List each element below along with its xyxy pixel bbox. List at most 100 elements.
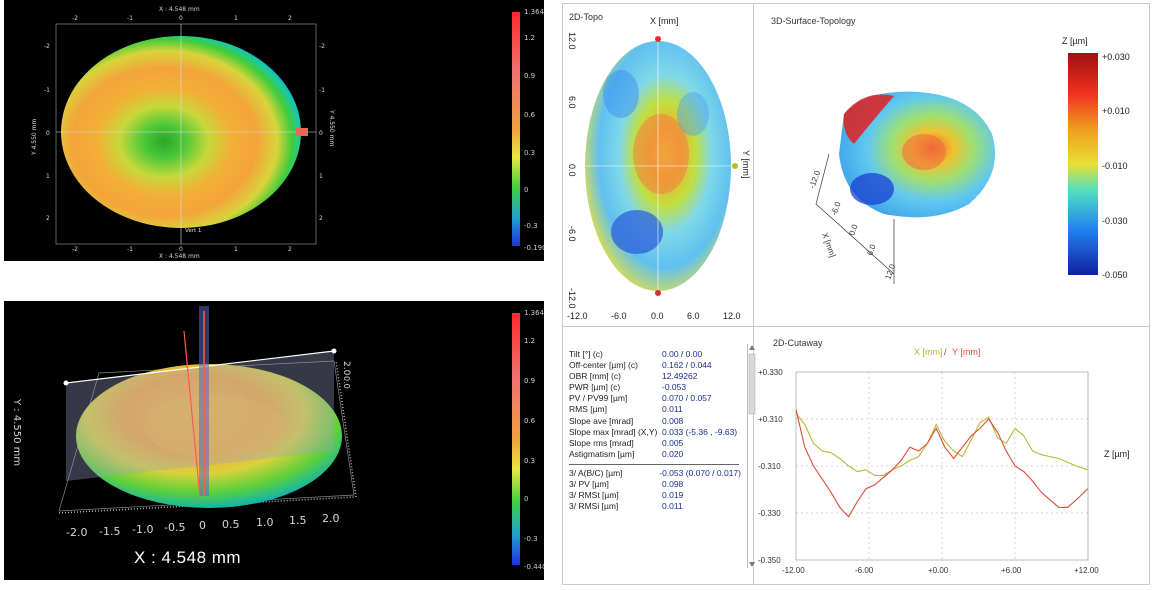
render-3d-canvas[interactable]: -2.0 -1.5 -1.0 -0.5 0 0.5 1.0 1.5 2.0 2.… <box>4 301 544 580</box>
surface-axes <box>815 153 895 284</box>
metric-row: Slope rms [mrad] 0.005 <box>569 437 684 448</box>
metric-row: 3/ PV [µm] 0.098 <box>569 479 684 490</box>
svg-text:-2: -2 <box>72 15 78 22</box>
y-tick-label: +0.330 <box>758 368 783 377</box>
svg-text:1.364 µm: 1.364 µm <box>524 8 544 16</box>
x-tick-label: +6.00 <box>1001 566 1022 575</box>
svg-text:-0.440 µm: -0.440 µm <box>524 563 544 571</box>
svg-text:1.364 µm: 1.364 µm <box>524 309 544 317</box>
svg-text:2: 2 <box>319 215 323 222</box>
svg-text:1: 1 <box>46 173 50 180</box>
svg-text:12.0: 12.0 <box>567 32 577 50</box>
svg-text:+0.010: +0.010 <box>1102 106 1130 116</box>
svg-text:0.5: 0.5 <box>222 518 240 531</box>
y-tick-ruler <box>335 360 357 498</box>
y-tick-label: +0.310 <box>758 415 783 424</box>
scroll-down-icon <box>749 562 755 567</box>
legend-y: Y [mm] <box>952 347 980 357</box>
y-axis-label: Y : 4.550 mm <box>11 398 22 466</box>
svg-text:-1: -1 <box>127 246 133 253</box>
cursor-label: Vert 1 <box>185 228 201 234</box>
topo-2d-title: 2D-Topo <box>569 12 604 22</box>
svg-text:0.6: 0.6 <box>524 111 536 119</box>
metrics-list: Tilt [°] (c) 0.00 / 0.00 Off-center [µm] … <box>569 349 741 512</box>
svg-text:2.0: 2.0 <box>341 361 351 376</box>
svg-text:0.9: 0.9 <box>524 377 535 385</box>
colorbar <box>512 313 520 565</box>
metric-row: 3/ A(B/C) [µm] -0.053 (0.070 / 0.017) <box>569 467 741 478</box>
svg-text:0: 0 <box>179 246 183 253</box>
horizontal-divider <box>563 326 1149 327</box>
series-y-line <box>795 409 1089 518</box>
svg-text:-1: -1 <box>127 15 133 22</box>
svg-text:0.0: 0.0 <box>651 311 664 321</box>
x-axis-label: X [mm] <box>820 232 837 259</box>
x-tick-label: +12.00 <box>1074 566 1099 575</box>
x-axis-label: X : 4.548 mm <box>134 548 242 567</box>
svg-text:0.3: 0.3 <box>524 149 535 157</box>
x-tick-label: -6.00 <box>855 566 874 575</box>
cut-point-right <box>331 348 337 354</box>
svg-text:1.2: 1.2 <box>524 337 535 345</box>
svg-text:6.0: 6.0 <box>687 311 700 321</box>
scroll-up-icon <box>749 345 755 350</box>
cutaway-ylabel: Z [µm] <box>1104 449 1130 459</box>
svg-text:-12.0: -12.0 <box>567 288 577 309</box>
series-x-line <box>795 413 1089 476</box>
svg-text:-1.0: -1.0 <box>132 523 153 536</box>
svg-text:-6.0: -6.0 <box>829 200 842 217</box>
metrics-scrollbar[interactable] <box>747 344 756 568</box>
svg-text:-0.030: -0.030 <box>1102 216 1128 226</box>
svg-text:1: 1 <box>234 15 238 22</box>
svg-text:-0.3: -0.3 <box>524 222 538 230</box>
x-tick-label: +0.00 <box>928 566 949 575</box>
svg-text:0.3: 0.3 <box>524 457 535 465</box>
svg-text:-1.5: -1.5 <box>99 525 120 538</box>
scroll-thumb <box>748 353 756 415</box>
cut-point-left <box>63 380 69 386</box>
analysis-window[interactable]: 2D-Topo X [mm] Y [mm] -12.0 -6. <box>562 3 1150 585</box>
metric-row: 3/ RMSi [µm] 0.011 <box>569 501 683 512</box>
svg-text:-0.050: -0.050 <box>1102 270 1128 280</box>
svg-text:-0.010: -0.010 <box>1102 161 1128 171</box>
surface-3d-plot[interactable]: -12.0 -6.0 0.0 6.0 12.0 X [mm] Z [µm] +0… <box>754 4 1149 326</box>
y-tick-run: 0.0 <box>342 376 351 389</box>
svg-text:-2: -2 <box>72 246 78 253</box>
y-tick-label: -0.330 <box>758 509 781 518</box>
metric-row: Slope ave [mrad] 0.008 <box>569 415 684 426</box>
legend-sep: / <box>944 347 947 357</box>
svg-text:6.0: 6.0 <box>865 243 877 257</box>
top-axis-label: X : 4.548 mm <box>159 6 200 13</box>
z-label: Z [µm] <box>1062 36 1088 46</box>
surface-3d-title: 3D-Surface-Topology <box>771 16 856 26</box>
svg-text:0.0: 0.0 <box>567 164 577 177</box>
svg-text:-2: -2 <box>44 43 50 50</box>
svg-text:-12.0: -12.0 <box>567 311 588 321</box>
svg-text:0: 0 <box>524 495 528 503</box>
topo-2d-plot[interactable]: X [mm] Y [mm] -12.0 -6.0 0.0 6.0 12.0 12… <box>563 4 753 324</box>
y-tick-label: -0.310 <box>758 462 781 471</box>
svg-text:1: 1 <box>234 246 238 253</box>
svg-text:1.2: 1.2 <box>524 34 535 42</box>
svg-text:-1: -1 <box>319 87 325 94</box>
metric-separator <box>569 463 739 465</box>
svg-text:-6.0: -6.0 <box>611 311 627 321</box>
cutaway-chart[interactable]: X [mm] / Y [mm] Z [µm] +0.330 +0.310 -0.31… <box>754 327 1149 584</box>
y-tick-label: -0.350 <box>758 556 781 565</box>
colorbar <box>512 12 520 246</box>
svg-text:0: 0 <box>199 519 206 532</box>
bottom-axis-label: X : 4.548 mm <box>159 253 200 260</box>
topview-2d-canvas[interactable]: -2 -1 0 1 2 -2 -1 0 1 2 -2 -1 0 1 2 -2 -… <box>4 0 544 261</box>
render-3d-panel[interactable]: -2.0 -1.5 -1.0 -0.5 0 0.5 1.0 1.5 2.0 2.… <box>4 301 544 580</box>
svg-text:2.0: 2.0 <box>322 512 340 525</box>
svg-text:12.0: 12.0 <box>723 311 741 321</box>
svg-text:2: 2 <box>288 246 292 253</box>
topview-2d-panel[interactable]: -2 -1 0 1 2 -2 -1 0 1 2 -2 -1 0 1 2 -2 -… <box>4 0 544 261</box>
svg-text:0: 0 <box>319 130 323 137</box>
vertical-divider <box>753 4 754 584</box>
x-axis-label: X [mm] <box>650 16 679 26</box>
colorbar <box>1068 53 1098 275</box>
svg-text:-0.190 µm: -0.190 µm <box>524 244 544 252</box>
cursor-marker <box>296 128 308 136</box>
legend-x: X [mm] <box>914 347 943 357</box>
